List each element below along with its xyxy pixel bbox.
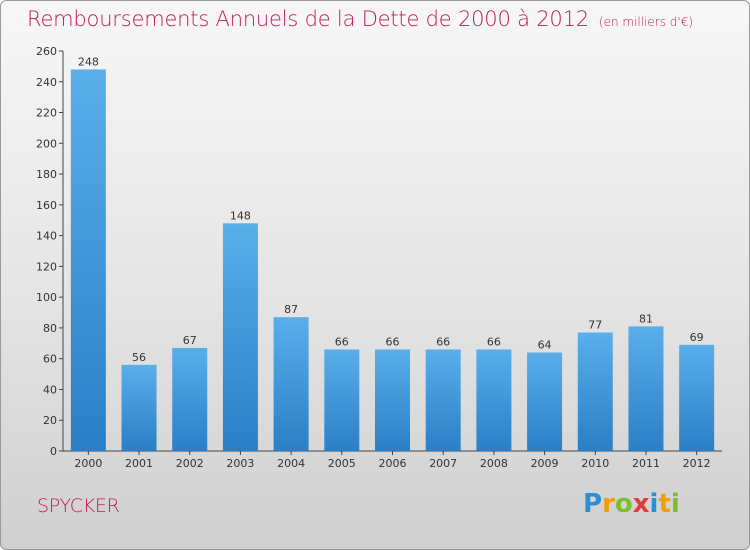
logo-letter: x bbox=[632, 489, 650, 519]
data-label: 66 bbox=[335, 335, 349, 348]
y-tick-label: 200 bbox=[36, 137, 57, 150]
data-label: 81 bbox=[639, 312, 653, 325]
x-tick-label: 2012 bbox=[683, 457, 711, 470]
chart-subtitle: (en milliers d'€) bbox=[598, 15, 694, 29]
y-tick-label: 260 bbox=[36, 45, 57, 58]
y-tick-label: 60 bbox=[43, 353, 57, 366]
x-tick-label: 2006 bbox=[379, 457, 407, 470]
x-tick-label: 2011 bbox=[632, 457, 660, 470]
data-label: 148 bbox=[230, 209, 251, 222]
bar-2008 bbox=[476, 349, 512, 451]
x-tick-label: 2003 bbox=[226, 457, 254, 470]
bar-2005 bbox=[324, 349, 360, 451]
logo-letter: i bbox=[649, 489, 659, 519]
data-labels-group: 248 56 67 148 87 66 66 66 66 64 77 81 69 bbox=[78, 55, 704, 363]
bar-2011 bbox=[628, 326, 664, 451]
data-label: 87 bbox=[284, 303, 298, 316]
bar-2006 bbox=[375, 349, 410, 451]
x-tick-label: 2007 bbox=[429, 457, 457, 470]
data-label: 64 bbox=[538, 339, 552, 352]
bar-2002 bbox=[172, 347, 208, 451]
y-tick-label: 240 bbox=[36, 76, 57, 89]
x-tick-label: 2005 bbox=[328, 457, 356, 470]
x-tick-label: 2002 bbox=[176, 457, 204, 470]
logo-letter: t bbox=[658, 489, 671, 519]
bar-2010 bbox=[577, 332, 613, 451]
data-label: 69 bbox=[690, 331, 704, 344]
y-tick-label: 140 bbox=[36, 230, 57, 243]
y-tick-label: 160 bbox=[36, 199, 57, 212]
logo-letter: i bbox=[670, 489, 680, 519]
y-tick-label: 220 bbox=[36, 107, 57, 120]
data-label: 66 bbox=[386, 335, 400, 348]
bar-2000 bbox=[70, 69, 106, 451]
y-tick-label: 40 bbox=[43, 383, 57, 396]
logo-letter: P bbox=[583, 489, 603, 519]
y-tick-label: 20 bbox=[43, 414, 57, 427]
chart-title: Remboursements Annuels de la Dette de 20… bbox=[27, 7, 693, 31]
data-label: 248 bbox=[78, 55, 99, 68]
bars-group bbox=[70, 69, 715, 451]
bar-2009 bbox=[527, 352, 563, 451]
title-text: Remboursements Annuels de la Dette de 20… bbox=[27, 7, 589, 31]
data-label: 66 bbox=[436, 335, 450, 348]
x-tick-label: 2004 bbox=[277, 457, 305, 470]
logo-letter: r bbox=[602, 489, 615, 519]
x-tick-label: 2009 bbox=[531, 457, 559, 470]
data-label: 77 bbox=[588, 319, 602, 332]
x-tick-label: 2008 bbox=[480, 457, 508, 470]
data-label: 56 bbox=[132, 351, 146, 364]
y-tick-label: 80 bbox=[43, 322, 57, 335]
y-tick-label: 100 bbox=[36, 291, 57, 304]
bar-2012 bbox=[679, 344, 715, 451]
x-tick-label: 2000 bbox=[74, 457, 102, 470]
bar-2004 bbox=[273, 317, 309, 451]
data-label: 67 bbox=[183, 334, 197, 347]
x-tick-label: 2010 bbox=[581, 457, 609, 470]
data-label: 66 bbox=[487, 335, 501, 348]
bar-2003 bbox=[222, 223, 258, 451]
bar-2001 bbox=[121, 364, 157, 451]
city-name: SPYCKER bbox=[37, 495, 120, 517]
x-tick-label: 2001 bbox=[125, 457, 153, 470]
logo-letter: o bbox=[614, 489, 633, 519]
y-tick-label: 180 bbox=[36, 168, 57, 181]
proxiti-logo[interactable]: Proxiti bbox=[583, 489, 680, 519]
y-axis: 0 20 40 60 80 100 120 140 160 180 200 220 240 260 bbox=[36, 45, 64, 458]
x-axis: 2000 2001 2002 2003 2004 2005 2006 2007 2008 2009… bbox=[63, 450, 722, 470]
y-tick-label: 120 bbox=[36, 260, 57, 273]
bar-2007 bbox=[425, 349, 461, 451]
y-tick-label: 0 bbox=[50, 445, 57, 458]
